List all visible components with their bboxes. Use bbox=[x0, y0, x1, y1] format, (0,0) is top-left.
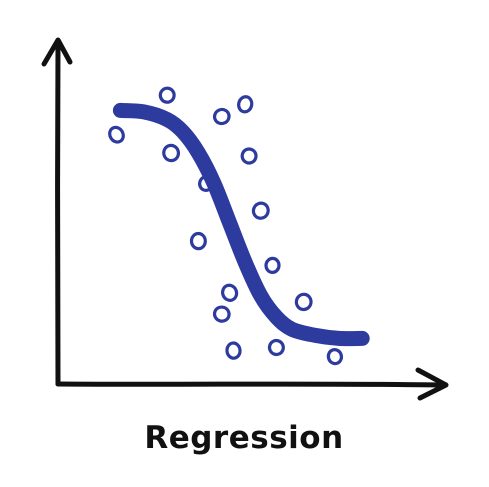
data-point bbox=[294, 292, 313, 312]
data-point bbox=[267, 338, 285, 357]
data-point bbox=[237, 95, 254, 114]
data-point bbox=[264, 256, 281, 274]
axes bbox=[41, 37, 449, 401]
data-point bbox=[162, 143, 181, 163]
data-point bbox=[158, 86, 176, 104]
scatter-points bbox=[108, 86, 344, 366]
data-point bbox=[212, 305, 231, 323]
x-axis-arrowhead-icon bbox=[415, 367, 449, 401]
data-point bbox=[251, 201, 270, 220]
data-point bbox=[225, 341, 242, 360]
x-axis-line bbox=[55, 381, 443, 388]
data-point bbox=[240, 147, 258, 165]
data-point bbox=[108, 125, 125, 144]
chart-title: Regression bbox=[144, 420, 343, 456]
y-axis-arrowhead-icon bbox=[41, 37, 73, 67]
data-point bbox=[189, 231, 207, 251]
data-point bbox=[326, 348, 344, 366]
data-point bbox=[212, 107, 231, 126]
regression-curve bbox=[112, 102, 370, 347]
data-point bbox=[221, 283, 239, 302]
